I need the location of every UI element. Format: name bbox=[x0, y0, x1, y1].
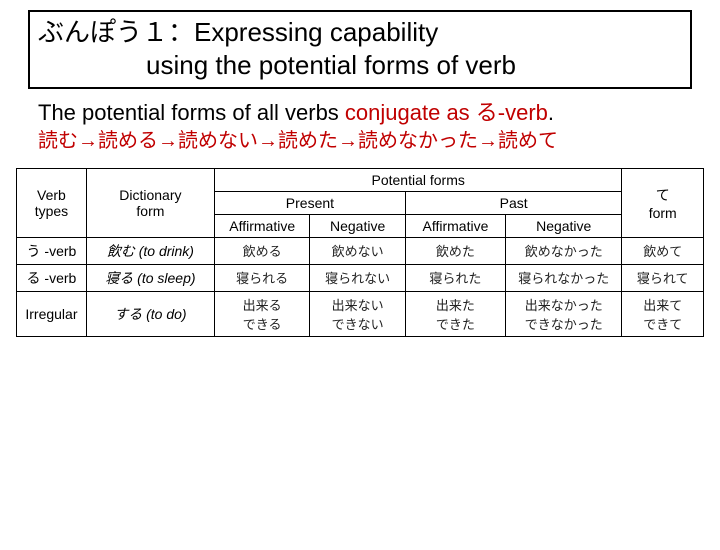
table-row: う -verb 飲む (to drink) 飲める 飲めない 飲めた 飲めなかっ… bbox=[17, 237, 704, 264]
header-present-affirmative: Affirmative bbox=[214, 214, 309, 237]
header-past-negative: Negative bbox=[506, 214, 622, 237]
cell-past-aff: 飲めた bbox=[405, 237, 505, 264]
explanation-line: The potential forms of all verbs conjuga… bbox=[38, 99, 684, 127]
title-line-1: ぶんぽう１：Expressing capability bbox=[38, 16, 682, 49]
cell-past-aff: 寝られた bbox=[405, 264, 505, 291]
table-row: る -verb 寝る (to sleep) 寝られる 寝られない 寝られた 寝ら… bbox=[17, 264, 704, 291]
cell-verb-type: る -verb bbox=[17, 264, 87, 291]
header-present-negative: Negative bbox=[310, 214, 405, 237]
conjugation-chain: 読む→読める→読めない→読めた→読めなかった→読めて bbox=[38, 129, 684, 154]
cell-verb-type: Irregular bbox=[17, 291, 87, 336]
header-present: Present bbox=[214, 191, 405, 214]
cell-past-neg: 飲めなかった bbox=[506, 237, 622, 264]
cell-present-neg: 出来ないできない bbox=[310, 291, 405, 336]
cell-past-neg: 寝られなかった bbox=[506, 264, 622, 291]
title-line-2: using the potential forms of verb bbox=[38, 49, 682, 82]
cell-past-neg: 出来なかったできなかった bbox=[506, 291, 622, 336]
explanation-suffix: . bbox=[548, 100, 554, 125]
cell-dictionary: 飲む (to drink) bbox=[86, 237, 214, 264]
header-dictionary-form: Dictionaryform bbox=[86, 168, 214, 237]
potential-forms-table: Verbtypes Dictionaryform Potential forms… bbox=[16, 168, 704, 337]
header-verb-types: Verbtypes bbox=[17, 168, 87, 237]
cell-past-aff: 出来たできた bbox=[405, 291, 505, 336]
cell-present-neg: 寝られない bbox=[310, 264, 405, 291]
cell-te: 寝られて bbox=[622, 264, 704, 291]
header-past: Past bbox=[405, 191, 622, 214]
cell-verb-type: う -verb bbox=[17, 237, 87, 264]
table-header-row-1: Verbtypes Dictionaryform Potential forms… bbox=[17, 168, 704, 191]
cell-present-aff: 出来るできる bbox=[214, 291, 309, 336]
explanation-highlight: conjugate as る-verb bbox=[345, 100, 548, 125]
cell-present-aff: 飲める bbox=[214, 237, 309, 264]
header-past-affirmative: Affirmative bbox=[405, 214, 505, 237]
cell-dictionary: 寝る (to sleep) bbox=[86, 264, 214, 291]
header-te-form: てform bbox=[622, 168, 704, 237]
table-row: Irregular する (to do) 出来るできる 出来ないできない 出来た… bbox=[17, 291, 704, 336]
cell-dictionary: する (to do) bbox=[86, 291, 214, 336]
header-potential-forms: Potential forms bbox=[214, 168, 622, 191]
cell-present-aff: 寝られる bbox=[214, 264, 309, 291]
cell-te: 飲めて bbox=[622, 237, 704, 264]
potential-forms-table-wrap: Verbtypes Dictionaryform Potential forms… bbox=[16, 168, 704, 337]
cell-te: 出来てできて bbox=[622, 291, 704, 336]
explanation-prefix: The potential forms of all verbs bbox=[38, 100, 345, 125]
cell-present-neg: 飲めない bbox=[310, 237, 405, 264]
title-box: ぶんぽう１：Expressing capability using the po… bbox=[28, 10, 692, 89]
